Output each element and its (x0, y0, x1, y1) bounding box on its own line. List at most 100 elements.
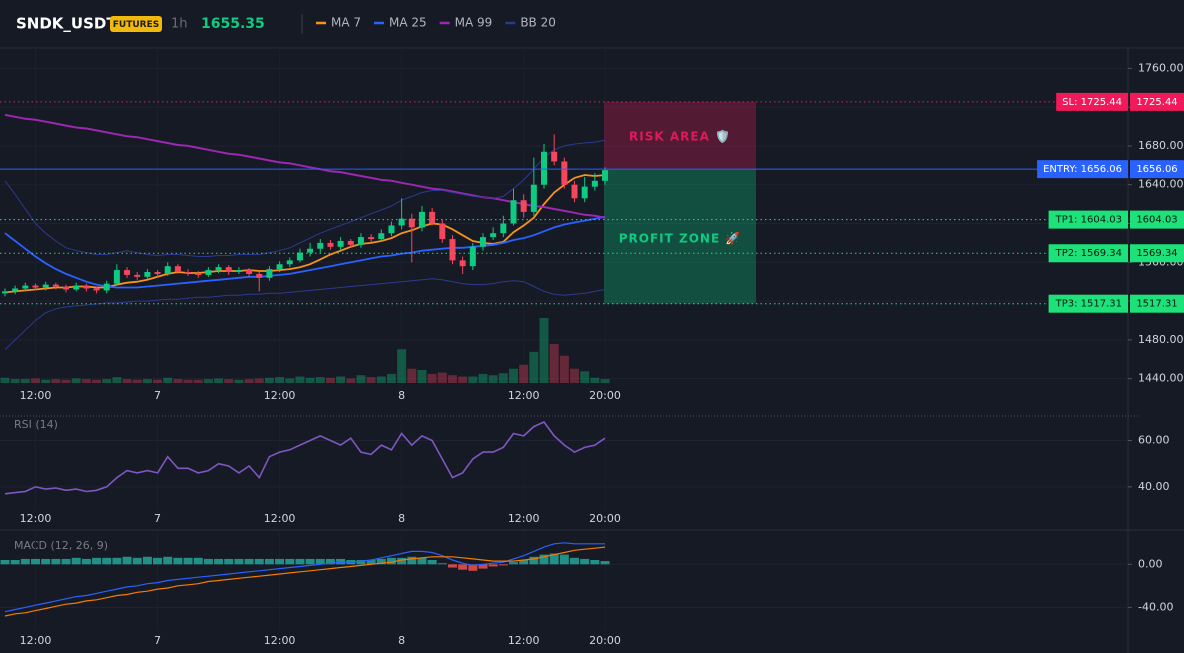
y-tick-label: 1680.00 (1138, 139, 1184, 152)
level-price-bg (1130, 244, 1184, 263)
histogram-bar (376, 558, 386, 565)
interval: 1h (171, 17, 188, 32)
candle-body (479, 237, 486, 247)
candle-body (449, 239, 456, 261)
bb-upper (4, 139, 606, 257)
histogram-bar (600, 561, 610, 565)
level-label-bg (1048, 244, 1128, 263)
candle-body (215, 267, 222, 271)
volume-bar (488, 375, 498, 383)
histogram-bar (305, 558, 315, 565)
x-tick-label: 7 (154, 512, 161, 525)
volume-bar (122, 379, 132, 383)
candle-body (266, 269, 273, 278)
histogram-bar (224, 558, 234, 565)
rsi-line (4, 421, 606, 495)
volume-bar (183, 379, 193, 383)
y-tick-label: 1440.00 (1138, 372, 1184, 385)
candle-body (103, 283, 110, 291)
histogram-bar (41, 558, 51, 565)
candle-body (398, 218, 405, 226)
candle-body (581, 186, 588, 199)
candle-body (154, 272, 161, 274)
histogram-bar (10, 560, 20, 565)
histogram-bar (315, 558, 325, 565)
volume-bar (519, 364, 529, 383)
level-price-bg (1130, 92, 1184, 111)
legend-label: MA 99 (455, 16, 493, 30)
level-label: SL: 1725.44 (1062, 97, 1122, 108)
candle-body (225, 267, 232, 272)
x-tick-label: 20:00 (589, 634, 621, 647)
candle-body (42, 284, 49, 288)
level-label: ENTRY: 1656.06 (1043, 164, 1122, 175)
histogram-bar (437, 563, 447, 565)
x-tick-label: 20:00 (589, 389, 621, 402)
level-price: 1725.44 (1136, 97, 1177, 108)
volume-bar (41, 379, 51, 383)
candle-body (307, 248, 314, 253)
histogram-bar (458, 564, 468, 570)
volume-bar (71, 378, 81, 383)
volume-bar (295, 376, 305, 383)
candle-body (459, 260, 466, 267)
last-price: 1655.35 (201, 16, 265, 32)
level-price-bg (1130, 160, 1184, 179)
histogram-bar (519, 560, 529, 565)
candle-body (490, 233, 497, 238)
candle-body (327, 242, 334, 247)
level-label: TP2: 1569.34 (1055, 248, 1122, 259)
y-tick-label: 1480.00 (1138, 333, 1184, 346)
badge: FUTURES (113, 20, 159, 30)
level-price: 1604.03 (1136, 215, 1177, 226)
volume-bar (20, 379, 30, 383)
volume-bar (570, 368, 580, 383)
histogram-bar (570, 557, 580, 565)
histogram-bar (488, 564, 498, 567)
volume-bar (427, 373, 437, 383)
candle-body (429, 211, 436, 224)
x-tick-label: 12:00 (264, 512, 296, 525)
volume-bar (264, 377, 274, 383)
y-tick-label: 1760.00 (1138, 61, 1184, 74)
macd-title: MACD (12, 26, 9) (14, 539, 108, 552)
x-tick-label: 8 (398, 512, 405, 525)
volume-bar (417, 370, 427, 383)
candle-body (134, 274, 141, 277)
candle-body (337, 240, 344, 247)
level-label-bg (1037, 160, 1128, 179)
candle-body (418, 211, 425, 228)
candle-body (246, 270, 253, 274)
x-tick-label: 12:00 (508, 389, 540, 402)
legend-label: MA 7 (331, 16, 361, 30)
volume-bar (407, 368, 417, 383)
zone (604, 169, 756, 304)
histogram-bar (132, 557, 142, 565)
histogram-bar (549, 553, 559, 565)
volume-bar (224, 379, 234, 383)
volume-bar (214, 378, 224, 383)
volume-bar (468, 376, 478, 383)
volume-bar (458, 376, 468, 383)
volume-bar (600, 379, 610, 383)
candle-body (113, 270, 120, 284)
histogram-bar (529, 556, 539, 565)
candle-body (317, 242, 324, 249)
candle-body (296, 252, 303, 261)
x-tick-label: 8 (398, 634, 405, 647)
histogram-bar (51, 558, 61, 565)
ma-line (4, 113, 606, 219)
x-tick-label: 7 (154, 634, 161, 647)
candle-body (205, 270, 212, 275)
histogram-bar (31, 558, 41, 565)
candle-body (12, 288, 19, 292)
level-price-bg (1130, 294, 1184, 313)
volume-bar (0, 377, 10, 383)
zone (604, 101, 756, 170)
volume-bar (193, 379, 203, 383)
histogram-bar (397, 557, 407, 565)
candle-body (561, 161, 568, 185)
volume-bar (112, 377, 122, 383)
candle-body (22, 285, 29, 289)
